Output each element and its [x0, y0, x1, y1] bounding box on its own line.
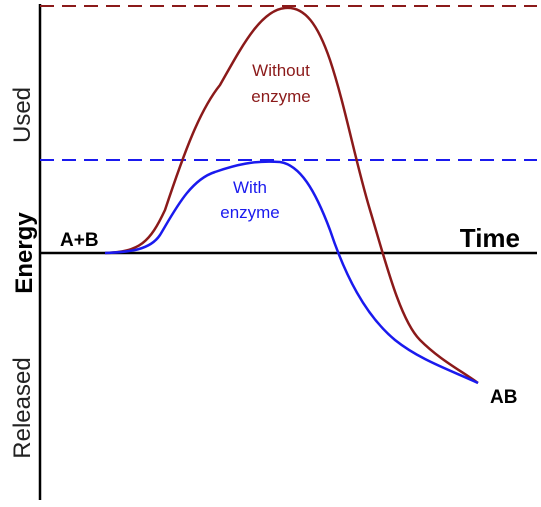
released-label: Released [9, 357, 36, 458]
without-enzyme-curve [104, 6, 479, 385]
product-label: AB [490, 387, 517, 408]
with-enzyme-curve [104, 160, 479, 385]
with-enzyme-label-line2: enzyme [220, 203, 280, 222]
reactants-label: A+B [60, 230, 99, 251]
time-label: Time [460, 223, 520, 253]
used-label: Used [9, 87, 36, 143]
without-enzyme-label-line1: Without [252, 61, 310, 80]
with-enzyme-label-line1: With [233, 178, 267, 197]
energy-label: Energy [11, 212, 38, 294]
without-enzyme-label-line2: enzyme [251, 87, 311, 106]
